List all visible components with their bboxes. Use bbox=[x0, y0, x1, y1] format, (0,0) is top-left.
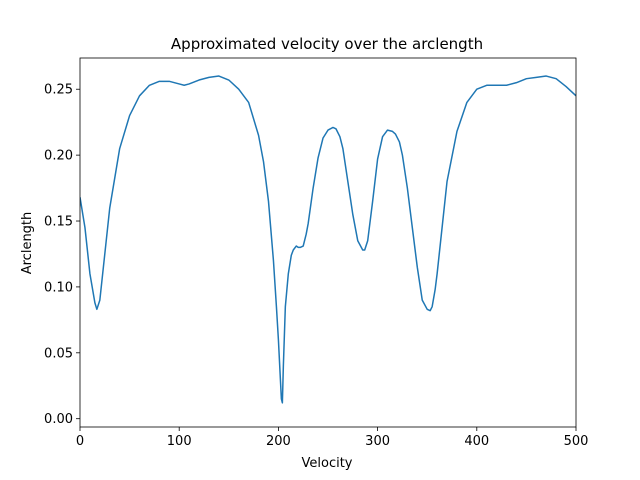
x-tick-label: 100 bbox=[167, 434, 192, 449]
plot-area: 0 100 200 300 400 500 0.00 0.05 0.10 0.15 0.20 0.25 bbox=[44, 57, 589, 449]
y-axis-label: Arclength bbox=[20, 212, 35, 275]
x-tick-label: 200 bbox=[266, 434, 291, 449]
x-tick-label: 400 bbox=[464, 434, 489, 449]
x-tick-label: 500 bbox=[564, 434, 589, 449]
y-tick-label: 0.15 bbox=[44, 215, 73, 230]
y-tick-label: 0.20 bbox=[44, 149, 73, 164]
x-axis-label: Velocity bbox=[302, 456, 353, 471]
y-tick-label: 0.25 bbox=[44, 83, 73, 98]
x-tick-label: 300 bbox=[365, 434, 390, 449]
y-tick-label: 0.00 bbox=[44, 412, 73, 427]
chart-title: Approximated velocity over the arclength bbox=[171, 35, 483, 53]
y-tick-label: 0.05 bbox=[44, 346, 73, 361]
series-line bbox=[80, 75, 576, 404]
x-tick-label: 0 bbox=[76, 434, 84, 449]
axes-frame bbox=[79, 57, 577, 428]
y-tick-label: 0.10 bbox=[44, 280, 73, 295]
